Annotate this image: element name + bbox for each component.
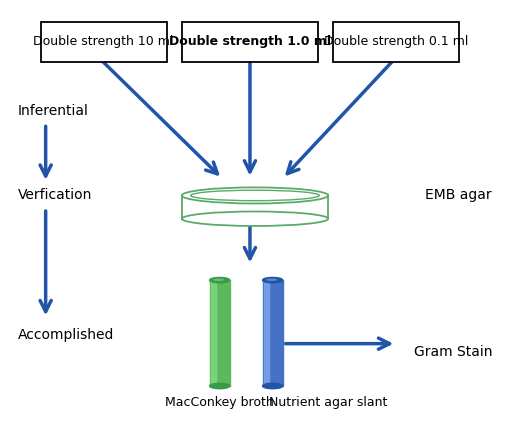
Text: Double strength 1.0 ml: Double strength 1.0 ml <box>168 36 330 48</box>
Text: Double strength 0.1 ml: Double strength 0.1 ml <box>323 36 467 48</box>
Ellipse shape <box>182 187 327 203</box>
Text: Verfication: Verfication <box>18 188 92 202</box>
Ellipse shape <box>262 383 282 389</box>
Ellipse shape <box>182 211 327 226</box>
Ellipse shape <box>209 278 230 283</box>
Bar <box>211 280 215 386</box>
Bar <box>182 196 327 219</box>
FancyBboxPatch shape <box>41 22 166 62</box>
Text: Nutrient agar slant: Nutrient agar slant <box>268 396 386 409</box>
Text: Gram Stain: Gram Stain <box>413 345 491 359</box>
Text: Double strength 10 ml: Double strength 10 ml <box>34 36 174 48</box>
FancyBboxPatch shape <box>332 22 459 62</box>
Ellipse shape <box>209 383 230 389</box>
Ellipse shape <box>262 278 282 283</box>
FancyBboxPatch shape <box>182 22 318 62</box>
Text: EMB agar: EMB agar <box>425 188 491 202</box>
Text: Accomplished: Accomplished <box>18 328 114 342</box>
Text: Inferential: Inferential <box>18 104 89 118</box>
Ellipse shape <box>266 278 277 281</box>
Bar <box>264 280 268 386</box>
Text: MacConkey broth: MacConkey broth <box>165 396 273 409</box>
Ellipse shape <box>213 278 224 281</box>
Bar <box>262 280 282 386</box>
Bar <box>209 280 230 386</box>
